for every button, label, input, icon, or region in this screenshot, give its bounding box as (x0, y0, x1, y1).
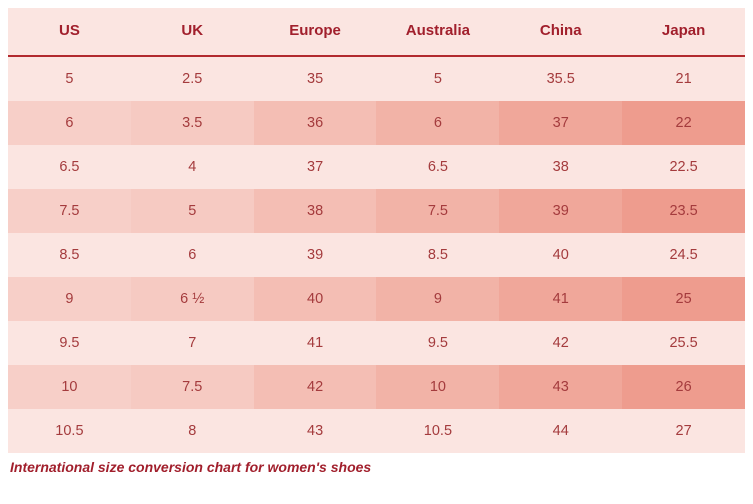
cell: 6 (131, 233, 254, 277)
cell: 35 (254, 56, 377, 101)
cell: 8.5 (8, 233, 131, 277)
cell: 37 (254, 145, 377, 189)
cell: 6 ½ (131, 277, 254, 321)
cell: 7.5 (131, 365, 254, 409)
col-header-uk: UK (131, 8, 254, 56)
cell: 22.5 (622, 145, 745, 189)
table-row: 6 3.5 36 6 37 22 (8, 101, 745, 145)
col-header-japan: Japan (622, 8, 745, 56)
cell: 35.5 (499, 56, 622, 101)
cell: 44 (499, 409, 622, 453)
table-caption: International size conversion chart for … (8, 453, 745, 475)
col-header-europe: Europe (254, 8, 377, 56)
col-header-australia: Australia (376, 8, 499, 56)
cell: 10.5 (376, 409, 499, 453)
cell: 9 (8, 277, 131, 321)
cell: 5 (376, 56, 499, 101)
cell: 25.5 (622, 321, 745, 365)
cell: 9.5 (376, 321, 499, 365)
chart-container: US UK Europe Australia China Japan 5 2.5… (0, 0, 753, 479)
cell: 40 (254, 277, 377, 321)
table-body: 5 2.5 35 5 35.5 21 6 3.5 36 6 37 22 6.5 … (8, 56, 745, 453)
table-row: 7.5 5 38 7.5 39 23.5 (8, 189, 745, 233)
cell: 43 (254, 409, 377, 453)
cell: 7.5 (376, 189, 499, 233)
cell: 39 (254, 233, 377, 277)
col-header-china: China (499, 8, 622, 56)
col-header-us: US (8, 8, 131, 56)
cell: 36 (254, 101, 377, 145)
cell: 26 (622, 365, 745, 409)
cell: 5 (8, 56, 131, 101)
cell: 6.5 (8, 145, 131, 189)
table-row: 9 6 ½ 40 9 41 25 (8, 277, 745, 321)
table-row: 8.5 6 39 8.5 40 24.5 (8, 233, 745, 277)
cell: 21 (622, 56, 745, 101)
cell: 9 (376, 277, 499, 321)
cell: 10 (376, 365, 499, 409)
cell: 6 (8, 101, 131, 145)
cell: 43 (499, 365, 622, 409)
cell: 6.5 (376, 145, 499, 189)
cell: 37 (499, 101, 622, 145)
cell: 41 (254, 321, 377, 365)
cell: 39 (499, 189, 622, 233)
cell: 7 (131, 321, 254, 365)
cell: 41 (499, 277, 622, 321)
cell: 23.5 (622, 189, 745, 233)
cell: 8 (131, 409, 254, 453)
cell: 27 (622, 409, 745, 453)
table-row: 6.5 4 37 6.5 38 22.5 (8, 145, 745, 189)
cell: 22 (622, 101, 745, 145)
cell: 10 (8, 365, 131, 409)
cell: 2.5 (131, 56, 254, 101)
table-row: 5 2.5 35 5 35.5 21 (8, 56, 745, 101)
cell: 4 (131, 145, 254, 189)
table-row: 10 7.5 42 10 43 26 (8, 365, 745, 409)
cell: 10.5 (8, 409, 131, 453)
table-row: 10.5 8 43 10.5 44 27 (8, 409, 745, 453)
cell: 8.5 (376, 233, 499, 277)
cell: 38 (254, 189, 377, 233)
cell: 38 (499, 145, 622, 189)
cell: 7.5 (8, 189, 131, 233)
table-row: 9.5 7 41 9.5 42 25.5 (8, 321, 745, 365)
cell: 24.5 (622, 233, 745, 277)
cell: 25 (622, 277, 745, 321)
cell: 42 (254, 365, 377, 409)
table-header-row: US UK Europe Australia China Japan (8, 8, 745, 56)
cell: 5 (131, 189, 254, 233)
cell: 9.5 (8, 321, 131, 365)
cell: 42 (499, 321, 622, 365)
cell: 6 (376, 101, 499, 145)
cell: 40 (499, 233, 622, 277)
cell: 3.5 (131, 101, 254, 145)
size-conversion-table: US UK Europe Australia China Japan 5 2.5… (8, 8, 745, 453)
